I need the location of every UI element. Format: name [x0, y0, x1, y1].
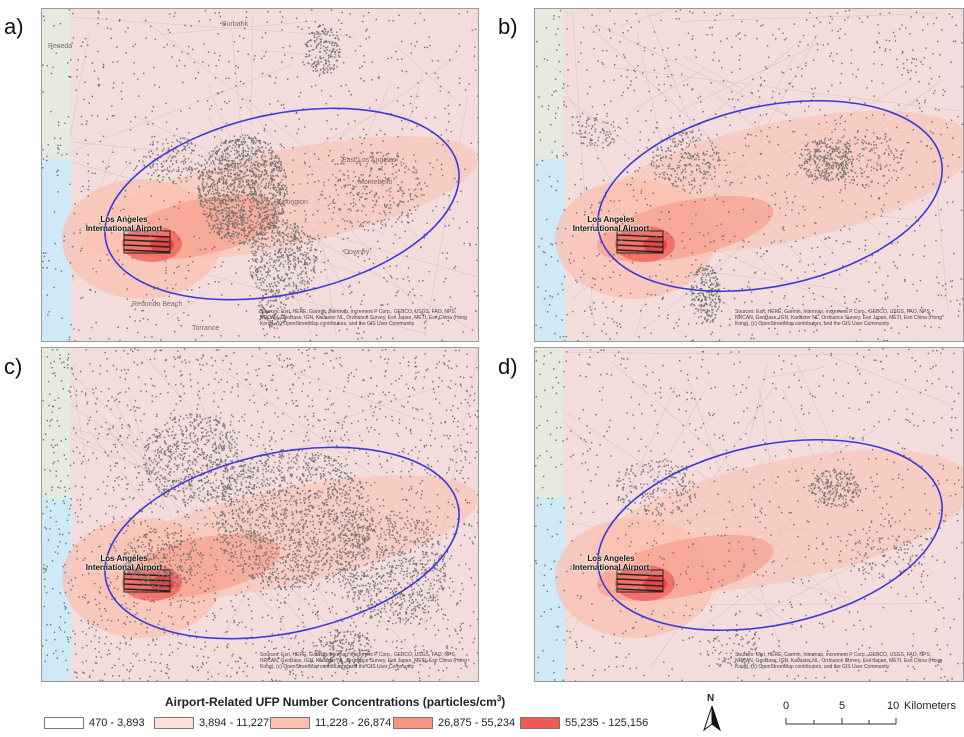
north-label: N: [707, 693, 715, 704]
legend-item-1: 470 - 3,893: [44, 716, 145, 730]
legend-label: 11,228 - 26,874: [315, 717, 392, 729]
panel-letter-c: c): [4, 354, 23, 379]
place-label-huntington: Huntington: [274, 199, 308, 206]
legend-swatch: [154, 717, 194, 729]
place-label-redondo: Redondo Beach: [132, 301, 183, 308]
legend-title: Airport-Related UFP Number Concentration…: [165, 694, 506, 709]
sources-credit: Sources: Esri, HERE, Garmin, Intermap, i…: [260, 652, 467, 670]
legend-swatch: [270, 717, 310, 729]
airport-label: Los Angeles International Airport: [572, 215, 650, 233]
scale-unit: Kilometers: [904, 700, 956, 712]
legend-swatch: [520, 717, 560, 729]
legend-item-3: 11,228 - 26,874: [270, 716, 391, 730]
legend-item-4: 26,875 - 55,234: [393, 716, 515, 730]
panel-letter-a: a): [4, 14, 24, 39]
map-canvas-a: [42, 9, 478, 341]
place-label-burbank: Burbank: [222, 21, 249, 28]
place-label-montebello: Montebello: [358, 179, 393, 186]
legend-item-2: 3,894 - 11,227: [154, 716, 269, 730]
place-label-east-la: East Los Angeles: [342, 157, 397, 164]
north-arrow-icon: N: [700, 693, 724, 732]
legend-swatch: [44, 717, 84, 729]
panel-letter-d: d): [498, 354, 518, 379]
map-panel-d[interactable]: Los Angeles International Airport Sources…: [534, 347, 964, 682]
legend-label: 26,875 - 55,234: [438, 717, 516, 729]
sources-credit: Sources: Esri, HERE, Garmin, Intermap, i…: [260, 309, 467, 327]
place-label-torrance: Torrance: [192, 325, 220, 332]
panel-letter-b: b): [498, 14, 518, 39]
legend-label: 470 - 3,893: [89, 717, 145, 729]
scale-tick-10: 10: [887, 700, 900, 712]
legend-label: 3,894 - 11,227: [199, 717, 270, 729]
airport-label: Los Angeles International Airport: [85, 554, 163, 572]
map-panel-c[interactable]: Los Angeles International Airport Sources…: [41, 347, 479, 682]
map-canvas-d: [535, 348, 963, 681]
map-canvas-b: [535, 9, 963, 341]
sources-credit: Sources: Esri, HERE, Garmin, Intermap, i…: [735, 309, 942, 327]
legend-label: 55,235 - 125,156: [565, 717, 649, 729]
sources-credit: Sources: Esri, HERE, Garmin, Intermap, i…: [735, 652, 942, 670]
place-label-downey: Downey: [344, 249, 370, 256]
place-label-reseda: Reseda: [48, 43, 73, 50]
scale-tick-5: 5: [839, 700, 846, 712]
legend-swatch: [393, 717, 433, 729]
airport-label: Los Angeles International Airport: [85, 215, 163, 233]
legend-item-5: 55,235 - 125,156: [520, 716, 648, 730]
map-canvas-c: [42, 348, 478, 681]
map-panel-a[interactable]: East Los Angeles Montebello Huntington D…: [41, 8, 479, 342]
scale-bar: 0 5 10 Kilometers: [780, 700, 960, 730]
airport-label: Los Angeles International Airport: [572, 554, 650, 572]
map-panel-b[interactable]: Los Angeles International Airport Sources…: [534, 8, 964, 342]
scale-tick-0: 0: [783, 700, 790, 712]
